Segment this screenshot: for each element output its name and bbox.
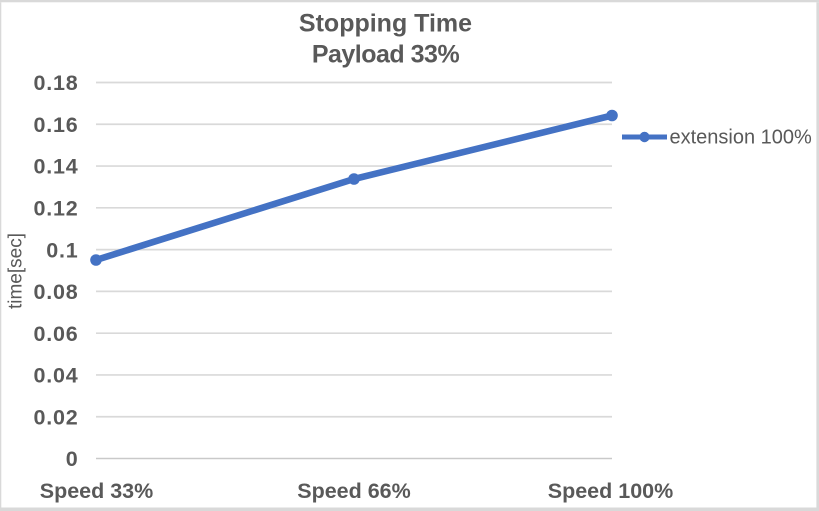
svg-text:Speed 33%: Speed 33%	[40, 479, 154, 503]
svg-text:extension 100%: extension 100%	[670, 127, 813, 149]
svg-text:0.04: 0.04	[33, 364, 78, 388]
svg-text:0.16: 0.16	[33, 113, 78, 137]
svg-text:0.1: 0.1	[46, 238, 78, 262]
svg-text:0.18: 0.18	[33, 71, 78, 95]
svg-text:Speed 66%: Speed 66%	[297, 479, 411, 503]
svg-text:0.02: 0.02	[33, 405, 78, 429]
svg-text:time[sec]: time[sec]	[6, 233, 27, 309]
svg-text:0: 0	[66, 447, 79, 471]
svg-text:0.12: 0.12	[33, 197, 78, 221]
svg-text:Stopping Time: Stopping Time	[299, 10, 472, 38]
svg-text:Speed 100%: Speed 100%	[548, 479, 673, 503]
svg-text:0.06: 0.06	[33, 322, 78, 346]
svg-text:0.14: 0.14	[33, 155, 78, 179]
svg-text:0.08: 0.08	[33, 280, 78, 304]
svg-text:Payload 33%: Payload 33%	[312, 40, 460, 68]
